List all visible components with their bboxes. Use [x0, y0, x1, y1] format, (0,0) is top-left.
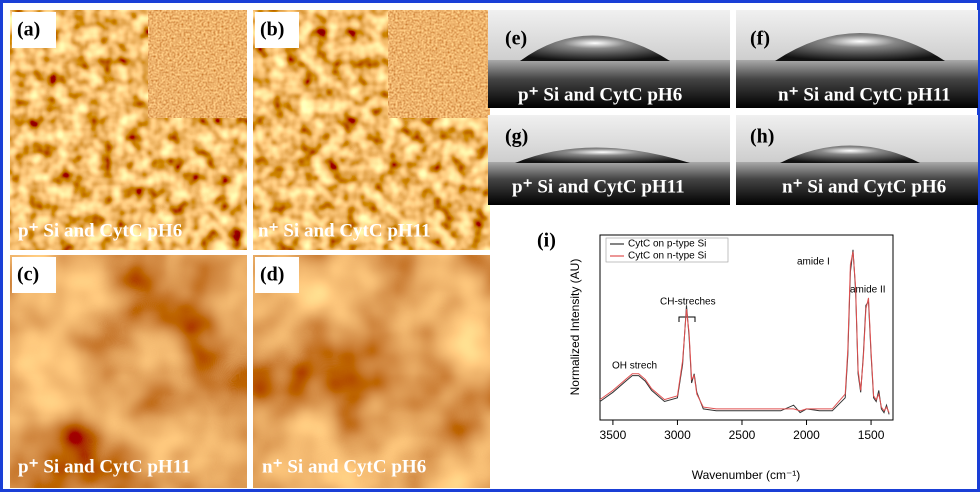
panel-label: (f) [750, 28, 770, 50]
panel-label: (e) [505, 28, 527, 50]
panel-caption: n⁺ Si and CytC pH11 [778, 84, 951, 105]
x-tick-label: 2000 [793, 428, 820, 442]
panel-caption: p⁺ Si and CytC pH11 [18, 456, 191, 477]
panel-label: (b) [260, 19, 284, 41]
afm-inset [148, 10, 247, 118]
legend-label: CytC on n-type Si [628, 251, 706, 262]
panel-caption: n⁺ Si and CytC pH6 [782, 176, 946, 197]
x-tick-label: 3500 [600, 428, 627, 442]
panel-caption: p⁺ Si and CytC pH6 [18, 220, 182, 241]
afm-inset [388, 10, 490, 118]
panel-caption: n⁺ Si and CytC pH6 [262, 456, 426, 477]
panel-label: (a) [17, 19, 40, 41]
panel-label: (c) [17, 264, 39, 286]
panel-caption: n⁺ Si and CytC pH11 [258, 220, 431, 241]
x-tick-label: 1500 [858, 428, 885, 442]
annotation: OH strech [612, 361, 657, 372]
y-axis-label: Normalized Intensity (AU) [568, 259, 582, 396]
panel-label: (h) [750, 126, 774, 148]
panel-label: (d) [260, 264, 284, 286]
annotation: CH-streches [660, 297, 716, 308]
panel-label: (i) [537, 230, 556, 252]
x-axis-label: Wavenumber (cm⁻¹) [692, 468, 801, 482]
figure: (a) p⁺ Si and CytC pH6 (b) n⁺ Si and Cyt… [0, 0, 980, 492]
x-tick-label: 3000 [664, 428, 691, 442]
panel-label: (g) [505, 126, 528, 148]
page: {"panels":[ {"label":"(a)","caption":"p⁺… [0, 0, 980, 492]
legend-label: CytC on p-type Si [628, 239, 706, 250]
x-tick-label: 2500 [729, 428, 756, 442]
panel-caption: p⁺ Si and CytC pH11 [512, 176, 685, 197]
annotation: amide I [797, 257, 830, 268]
panel-caption: p⁺ Si and CytC pH6 [518, 84, 682, 105]
